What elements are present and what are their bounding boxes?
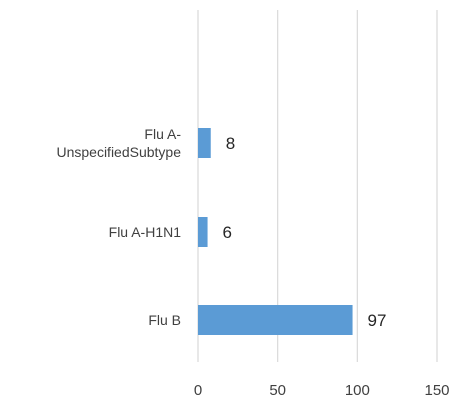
category-label: Flu A- [144, 126, 181, 142]
data-label: 8 [226, 134, 235, 153]
bar-0 [198, 128, 211, 158]
category-label: Flu B [148, 312, 181, 328]
category-label: Flu A-H1N1 [109, 224, 182, 240]
x-tick-label: 50 [269, 382, 286, 399]
bar-1 [198, 217, 208, 247]
category-label: UnspecifiedSubtype [56, 144, 181, 160]
bar-2 [198, 305, 353, 335]
data-label: 6 [223, 223, 232, 242]
x-tick-label: 100 [345, 382, 370, 399]
x-tick-label: 0 [194, 382, 202, 399]
data-label: 97 [368, 311, 387, 330]
x-tick-label: 150 [424, 382, 449, 399]
